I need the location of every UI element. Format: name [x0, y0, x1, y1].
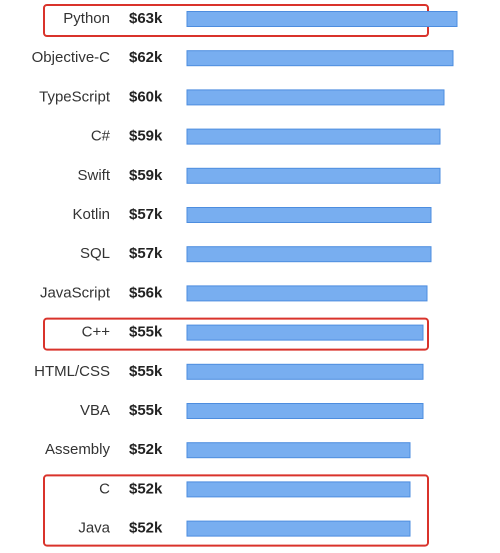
language-label-java: Java — [78, 520, 110, 537]
language-label-swift: Swift — [77, 167, 110, 184]
labels-group: Python $63k Objective-C $62k TypeScript $60k C… — [32, 10, 163, 537]
bar-c — [186, 481, 411, 498]
bar-java — [186, 520, 411, 537]
language-label-vba: VBA — [80, 402, 110, 419]
language-label-kotlin: Kotlin — [72, 206, 110, 223]
language-label-html-css: HTML/CSS — [34, 363, 110, 380]
bar-swift — [186, 167, 441, 184]
bar-c — [186, 324, 424, 341]
language-label-python: Python — [63, 10, 110, 27]
bar-typescript — [186, 89, 445, 106]
salary-value-java: $52k — [129, 520, 163, 537]
bar-kotlin — [186, 207, 432, 223]
salary-value-c: $52k — [129, 480, 163, 497]
salary-value-swift: $59k — [129, 167, 163, 184]
salary-value-c: $59k — [129, 128, 163, 145]
salary-value-objective-c: $62k — [129, 49, 163, 66]
language-label-objective-c: Objective-C — [32, 49, 111, 66]
bar-javascript — [186, 285, 428, 302]
bar-vba — [186, 403, 424, 419]
salary-value-vba: $55k — [129, 402, 163, 419]
language-label-sql: SQL — [80, 245, 110, 262]
language-label-c: C# — [91, 128, 111, 145]
bar-python — [186, 11, 458, 27]
bars-group — [186, 11, 458, 537]
language-label-c: C++ — [82, 324, 111, 341]
bar-assembly — [186, 442, 411, 459]
salary-value-html-css: $55k — [129, 363, 163, 380]
salary-value-sql: $57k — [129, 245, 163, 262]
language-label-javascript: JavaScript — [40, 284, 111, 301]
language-label-assembly: Assembly — [45, 441, 111, 458]
salary-value-assembly: $52k — [129, 441, 163, 458]
highlight-box-1 — [43, 317, 429, 351]
salary-value-typescript: $60k — [129, 88, 163, 105]
bar-html-css — [186, 363, 424, 380]
highlight-box-2 — [43, 474, 429, 547]
bar-c — [186, 128, 441, 145]
salary-value-python: $63k — [129, 10, 163, 27]
highlight-boxes — [43, 4, 429, 547]
language-label-c: C — [99, 480, 110, 497]
salary-value-javascript: $56k — [129, 284, 163, 301]
language-label-typescript: TypeScript — [39, 88, 111, 105]
bar-objective-c — [186, 50, 454, 67]
salary-value-c: $55k — [129, 324, 163, 341]
salary-value-kotlin: $57k — [129, 206, 163, 223]
bar-sql — [186, 246, 432, 263]
